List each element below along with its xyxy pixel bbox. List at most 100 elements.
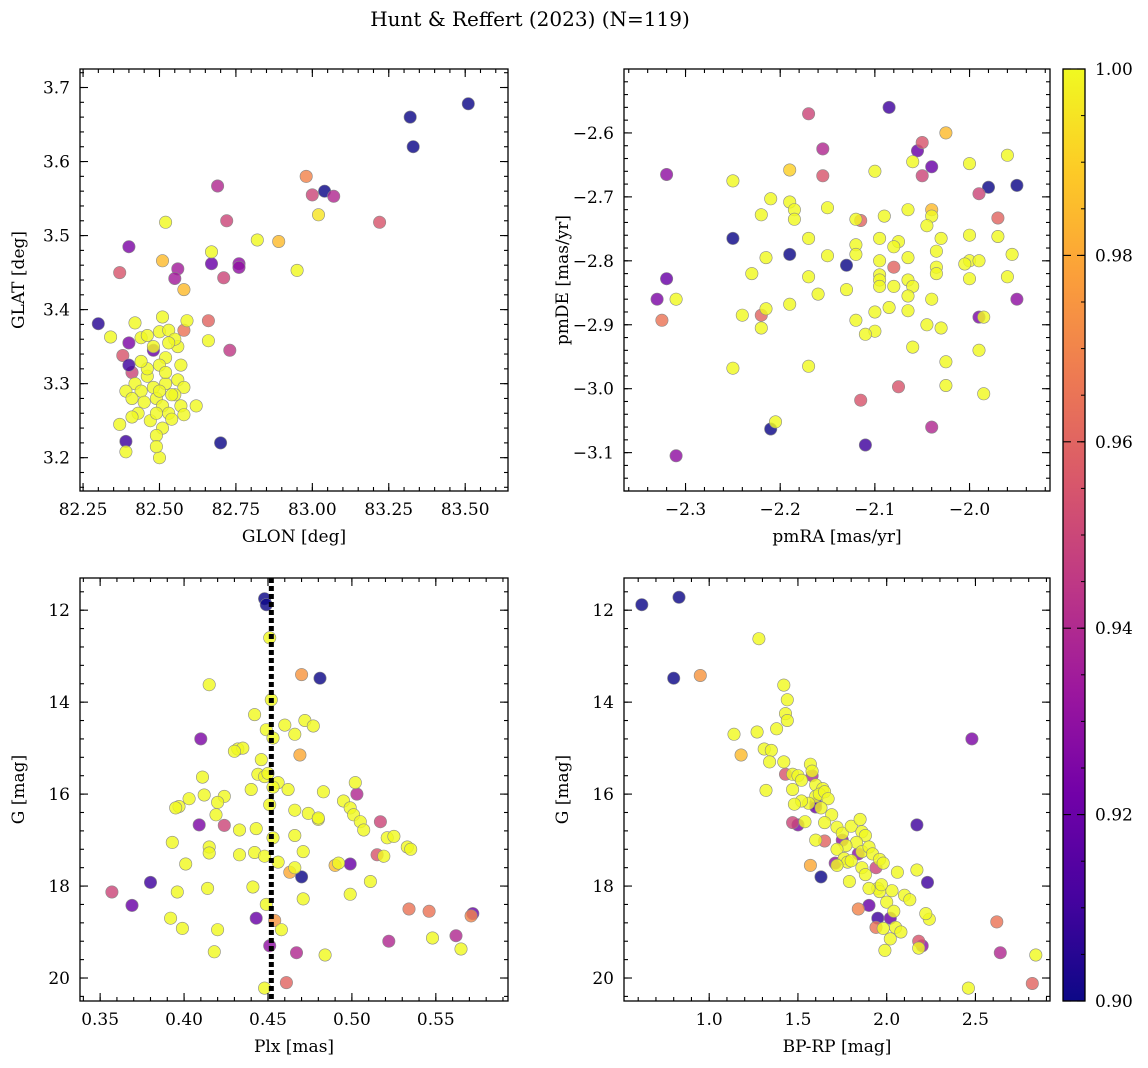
pmra-pmde-point	[877, 209, 891, 223]
glon-glat-point	[122, 240, 136, 254]
bprp-g-point	[770, 722, 784, 736]
plx-g-point	[179, 857, 193, 871]
plx-g-point	[249, 911, 263, 925]
glon-glat-point	[205, 245, 219, 259]
glon-glat-ytick-label: 3.4	[43, 301, 70, 321]
pmra-pmde-point	[925, 292, 939, 306]
glon-glat-point	[177, 283, 191, 297]
bprp-g-point	[777, 678, 791, 692]
glon-glat-point	[146, 340, 160, 354]
bprp-g-points	[635, 590, 1043, 995]
pmra-pmde-point	[783, 297, 797, 311]
pmra-pmde-point	[977, 310, 991, 324]
bprp-g-point	[858, 868, 872, 882]
bprp-g-point	[830, 842, 844, 856]
pmra-pmde-point	[962, 272, 976, 286]
plx-g-point	[454, 942, 468, 956]
plx-g-point	[377, 849, 391, 863]
bprp-g-point	[961, 981, 975, 995]
pmra-pmde-point	[726, 231, 740, 245]
pmra-pmde-point	[868, 305, 882, 319]
pmra-pmde-point	[939, 126, 953, 140]
glon-glat-point	[220, 214, 234, 228]
figure-title: Hunt & Reffert (2023) (N=119)	[370, 7, 690, 31]
glon-glat-xtick-label: 82.75	[212, 500, 261, 520]
glon-glat-point	[327, 189, 341, 203]
plx-g-point	[343, 857, 357, 871]
pmra-pmde-ylabel: pmDE [mas/yr]	[553, 215, 573, 345]
bprp-g-point	[794, 773, 808, 787]
plx-g-axes-frame	[79, 577, 509, 1002]
pmra-pmde-point	[759, 302, 773, 316]
bprp-g-point	[777, 755, 791, 769]
pmra-pmde-point	[915, 136, 929, 150]
pmra-pmde-point	[981, 180, 995, 194]
pmra-pmde-point	[1000, 148, 1014, 162]
bprp-g-point	[844, 819, 858, 833]
glon-glat-point	[153, 384, 167, 398]
bprp-g-xlabel: BP-RP [mag]	[783, 1037, 892, 1057]
bprp-g-ytick-label: 16	[592, 785, 614, 805]
glon-glat-point	[162, 336, 176, 350]
bprp-g-point	[752, 632, 766, 646]
plx-g-point	[105, 885, 119, 899]
bprp-g-xtick-label: 1.5	[784, 1010, 811, 1030]
pmra-pmde-point	[854, 393, 868, 407]
pmra-pmde-point	[858, 327, 872, 341]
plx-g-point	[182, 792, 196, 806]
pmra-pmde-point	[939, 355, 953, 369]
bprp-g-point	[727, 727, 741, 741]
bprp-g-ytick-label: 14	[592, 693, 614, 713]
glon-glat-ytick-label: 3.2	[43, 449, 70, 469]
pmra-pmde-point	[726, 361, 740, 375]
pmra-pmde-point	[759, 251, 773, 265]
bprp-g-point	[821, 792, 835, 806]
plx-g-point	[318, 948, 332, 962]
glon-glat-xtick-label: 83.50	[441, 500, 490, 520]
glon-glat-point	[201, 314, 215, 328]
pmra-pmde-point	[901, 304, 915, 318]
plx-g-point	[295, 870, 309, 884]
pmra-pmde-point	[811, 287, 825, 301]
bprp-g-point	[965, 732, 979, 746]
bprp-g-ylabel: G [mag]	[553, 755, 573, 824]
pmra-pmde-point	[929, 244, 943, 258]
glon-glat-point	[140, 328, 154, 342]
plx-g-point	[422, 904, 436, 918]
colorbar-tick-label: 0.96	[1095, 433, 1133, 453]
plx-g-xtick-label: 0.40	[165, 1010, 203, 1030]
glon-glat-ylabel: GLAT [deg]	[9, 231, 29, 329]
plx-g-point	[202, 846, 216, 860]
bprp-g-point	[814, 870, 828, 884]
plx-g-ytick-label: 16	[48, 785, 70, 805]
glon-glat-point	[403, 110, 417, 124]
plx-g-ylabel: G [mag]	[9, 755, 29, 824]
pmra-pmde-point	[1000, 270, 1014, 284]
plx-g-xtick-label: 0.55	[417, 1010, 455, 1030]
pmra-pmde-point	[972, 343, 986, 357]
pmra-pmde-point	[754, 208, 768, 222]
glon-glat-ytick-label: 3.6	[43, 153, 70, 173]
glon-glat-axes-frame	[79, 68, 509, 492]
pmra-pmde-xtick-label: −2.1	[854, 500, 895, 520]
bprp-g-point	[635, 598, 649, 612]
plx-g-point	[165, 835, 179, 849]
glon-glat-ytick-label: 3.7	[43, 79, 70, 99]
plx-g-point	[357, 823, 371, 837]
glon-glat-point	[91, 317, 105, 331]
bprp-g-point	[803, 858, 817, 872]
pmra-pmde-ytick-label: −2.9	[573, 316, 614, 336]
glon-glat-points	[91, 97, 475, 465]
plx-g-point	[348, 776, 362, 790]
plx-g-point	[281, 782, 295, 796]
plx-g-point	[278, 718, 292, 732]
bprp-g-ticks: 1.0 1.5 2.0 2.5 12 14 16 18 20	[592, 578, 1050, 1030]
glon-glat-point	[122, 336, 136, 350]
colorbar-tick-label: 0.98	[1095, 246, 1133, 266]
plx-g-point	[404, 842, 418, 856]
colorbar-tick-label: 0.94	[1095, 619, 1133, 639]
pmra-pmde-point	[991, 230, 1005, 244]
bprp-g-ytick-label: 20	[592, 969, 614, 989]
bprp-g-point	[851, 902, 865, 916]
glon-glat-xtick-label: 83.25	[364, 500, 413, 520]
